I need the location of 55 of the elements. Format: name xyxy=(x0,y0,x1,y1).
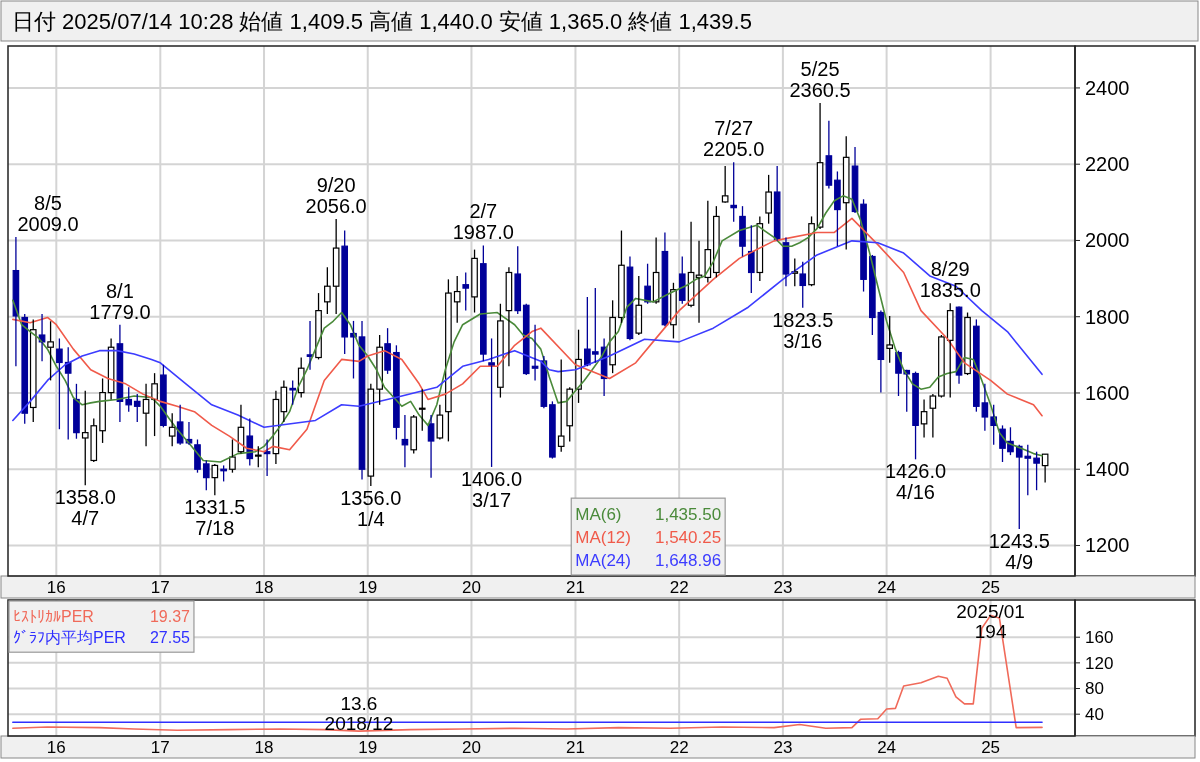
annotation: 8/5 2009.0 xyxy=(17,192,79,236)
annotation: 1406.0 3/17 xyxy=(461,467,523,511)
legend-value: 1,648.96 xyxy=(654,550,722,570)
xtick: 20 xyxy=(462,578,481,597)
xtick: 25 xyxy=(981,578,1001,597)
ytick: 1400 xyxy=(1085,458,1130,481)
annotation: 1358.0 4/7 xyxy=(54,486,116,530)
xtick: 21 xyxy=(566,738,585,757)
xtick: 17 xyxy=(150,738,170,757)
ytick: 80 xyxy=(1085,679,1104,699)
ytick: 1600 xyxy=(1085,382,1130,404)
legend-value: 27.55 xyxy=(149,629,190,647)
xtick: 18 xyxy=(254,578,274,597)
xtick: 22 xyxy=(669,738,689,757)
xtick: 23 xyxy=(773,578,793,597)
annotation: 1426.0 4/16 xyxy=(884,460,947,504)
xtick: 16 xyxy=(46,578,66,597)
legend-value: 19.37 xyxy=(149,607,190,625)
annotation: 2/7 1987.0 xyxy=(452,200,514,244)
xtick: 18 xyxy=(254,738,274,757)
xtick: 24 xyxy=(877,738,897,757)
legend-label: MA(12) xyxy=(575,528,631,547)
xtick: 24 xyxy=(877,578,897,597)
annotation: 7/27 2205.0 xyxy=(703,117,765,161)
ytick: 2400 xyxy=(1085,76,1130,99)
legend-label: ｸﾞﾗﾌ内平均PER xyxy=(13,629,126,647)
xtick: 25 xyxy=(981,738,1001,757)
xtick: 19 xyxy=(358,578,378,597)
ytick: 40 xyxy=(1085,705,1104,725)
xtick: 20 xyxy=(462,738,481,757)
xtick: 17 xyxy=(150,578,170,597)
legend-value: 1,435.50 xyxy=(654,505,722,525)
ytick: 120 xyxy=(1085,653,1114,673)
xtick: 19 xyxy=(358,738,378,757)
xtick: 23 xyxy=(773,738,793,757)
ytick: 2000 xyxy=(1085,229,1130,252)
ytick: 1200 xyxy=(1085,534,1130,557)
xtick: 16 xyxy=(46,738,66,757)
legend-label: ﾋｽﾄﾘｶﾙPER xyxy=(13,607,94,625)
ytick: 1800 xyxy=(1085,305,1130,328)
legend-value: 1,540.25 xyxy=(654,528,722,547)
annotation: 5/25 2360.5 xyxy=(789,58,851,101)
legend-label: MA(6) xyxy=(575,505,622,525)
title: 日付 2025/07/14 10:28 始値 1,409.5 高値 1,440.0 安値 1,365.0 終値 1,439.5 xyxy=(12,9,752,34)
legend-label: MA(24) xyxy=(575,550,631,570)
annotation: 1356.0 1/4 xyxy=(340,487,402,530)
xtick: 21 xyxy=(566,578,585,597)
annotation: 1243.5 4/9 xyxy=(988,529,1050,573)
xtick: 22 xyxy=(669,578,689,597)
annotation: 1331.5 7/18 xyxy=(184,496,246,540)
annotation: 9/20 2056.0 xyxy=(305,174,367,218)
annotation: 1823.5 3/16 xyxy=(772,308,834,352)
ytick: 2200 xyxy=(1085,153,1130,176)
annotation: 8/1 1779.0 xyxy=(89,279,151,323)
ytick: 160 xyxy=(1085,628,1114,648)
